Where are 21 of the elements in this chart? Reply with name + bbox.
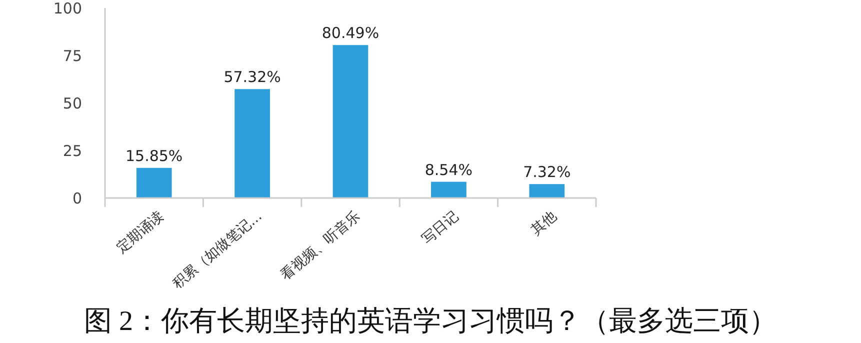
- bar: [136, 168, 172, 198]
- bar: [529, 184, 565, 198]
- bar: [431, 182, 466, 198]
- data-label: 8.54%: [424, 160, 473, 179]
- y-tick-label: 100: [53, 0, 82, 18]
- y-tick-label: 75: [62, 46, 82, 65]
- x-tick-label: 写日记: [419, 208, 462, 248]
- data-label: 57.32%: [224, 68, 281, 86]
- text: 图 2：你有长期坚持的英语学习习惯吗？（最多选三项）: [84, 306, 777, 337]
- bar: [234, 89, 270, 198]
- x-tick-label: 积累（如做笔记...: [170, 208, 266, 292]
- data-label: 7.32%: [523, 163, 571, 182]
- x-tick-label: 看视频、听音乐: [278, 208, 364, 284]
- x-tick-label: 定期诵读: [114, 208, 167, 257]
- y-tick-label: 25: [62, 142, 82, 160]
- bar: [332, 45, 368, 198]
- y-tick-label: 0: [72, 189, 82, 208]
- data-label: 80.49%: [322, 24, 380, 42]
- y-tick-label: 50: [62, 94, 82, 112]
- x-tick-label: 其他: [528, 208, 560, 239]
- data-label: 15.85%: [126, 146, 183, 165]
